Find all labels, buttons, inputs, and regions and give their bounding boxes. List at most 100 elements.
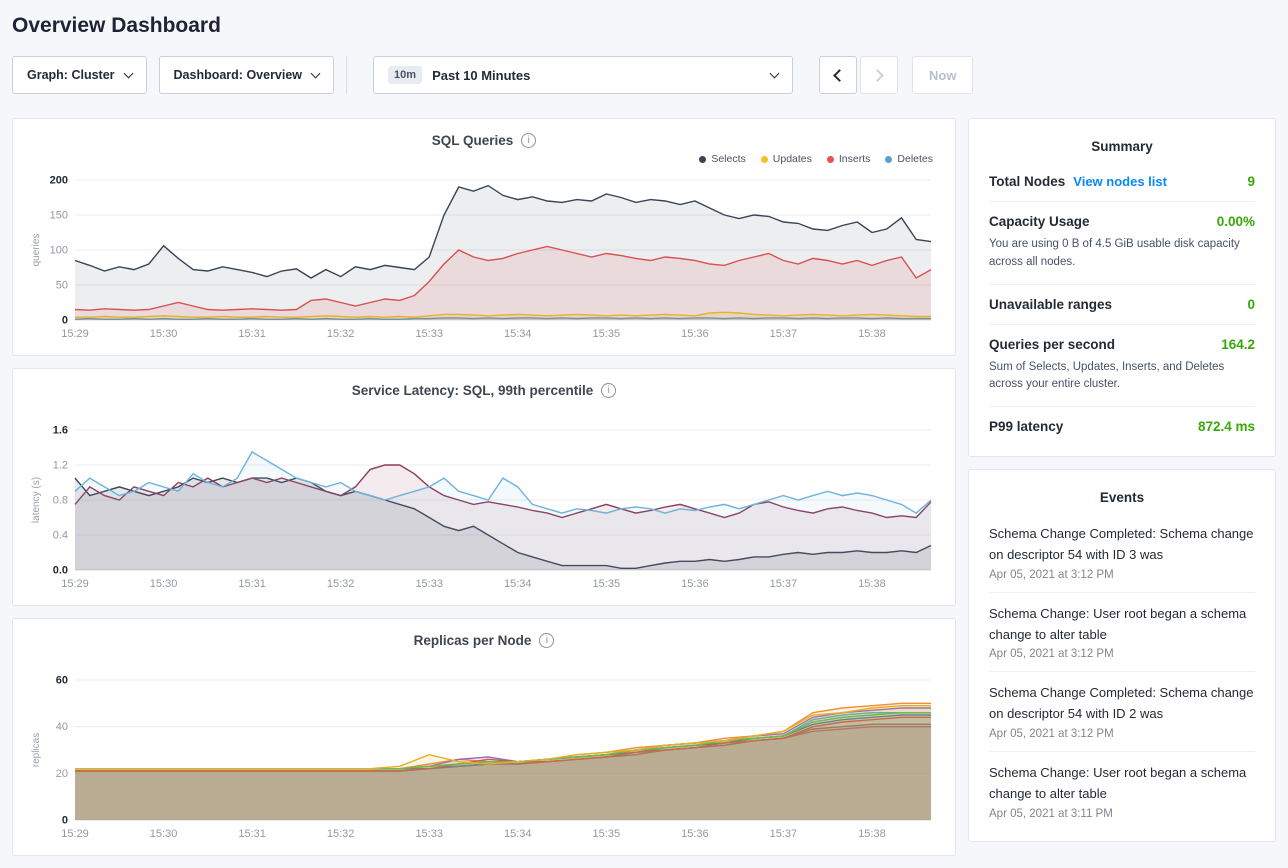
prev-range-button[interactable] (819, 56, 858, 94)
summary-title: Summary (1091, 139, 1153, 154)
legend-label: Deletes (897, 153, 933, 165)
svg-text:0: 0 (62, 815, 68, 827)
toolbar-divider (346, 56, 348, 94)
summary-desc: Sum of Selects, Updates, Inserts, and De… (989, 360, 1225, 391)
legend-item[interactable]: Updates (760, 153, 812, 165)
svg-text:150: 150 (50, 210, 68, 222)
summary-row: Unavailable ranges 0 (989, 285, 1255, 325)
summary-label: Queries per second (989, 336, 1116, 352)
chevron-right-icon (871, 68, 884, 82)
svg-text:queries: queries (31, 234, 42, 267)
svg-text:15:38: 15:38 (858, 328, 886, 340)
legend-item[interactable]: Inserts (826, 153, 871, 165)
svg-text:15:30: 15:30 (150, 828, 178, 840)
svg-text:15:31: 15:31 (238, 828, 266, 840)
events-title: Events (1099, 490, 1145, 506)
svg-text:15:37: 15:37 (770, 578, 798, 590)
svg-text:15:37: 15:37 (770, 328, 798, 340)
summary-label: Capacity Usage (989, 214, 1090, 229)
info-icon[interactable]: i (539, 633, 555, 648)
summary-value: 872.4 ms (1197, 419, 1255, 435)
svg-text:15:36: 15:36 (681, 328, 709, 340)
content: SQL Queries i Selects Updates Inserts Delet… (12, 118, 1276, 868)
event-item: Schema Change: User root began a schema … (989, 593, 1255, 673)
chevron-down-icon (769, 68, 780, 79)
events-card: Events Schema Change Completed: Schema c… (968, 469, 1276, 842)
info-icon[interactable]: i (601, 383, 617, 398)
next-range-button[interactable] (860, 56, 899, 94)
legend-item[interactable]: Selects (699, 153, 746, 165)
summary-value: 0 (1247, 296, 1255, 312)
summary-card: Summary Total Nodes View nodes list 9 Capac… (968, 118, 1276, 458)
svg-text:15:34: 15:34 (504, 328, 532, 340)
svg-text:15:33: 15:33 (415, 578, 443, 590)
summary-value: 9 (1247, 174, 1255, 189)
svg-text:15:32: 15:32 (327, 828, 355, 840)
chart-panel-replicas-per-node: Replicas per Node i 0 20 40 60 15:29 15:30 15:… (12, 618, 956, 856)
event-text: Schema Change Completed: Schema change o… (989, 685, 1254, 722)
summary-label: Unavailable ranges (989, 296, 1113, 312)
dashboard-dropdown-label: Dashboard: Overview (173, 68, 303, 82)
event-item: Schema Change: User root began a schema … (989, 752, 1255, 831)
legend-dot-icon (760, 155, 768, 163)
legend-dot-icon (699, 155, 707, 163)
now-button[interactable]: Now (912, 56, 974, 94)
graph-dropdown-label: Graph: Cluster (27, 68, 115, 82)
event-text: Schema Change Completed: Schema change o… (989, 526, 1254, 563)
page-title: Overview Dashboard (12, 14, 221, 37)
svg-text:15:34: 15:34 (504, 828, 532, 840)
svg-text:15:29: 15:29 (61, 328, 89, 340)
summary-value: 0.00% (1216, 214, 1255, 229)
chevron-down-icon (123, 68, 133, 79)
svg-text:15:29: 15:29 (61, 578, 89, 590)
svg-text:0.0: 0.0 (53, 565, 68, 577)
svg-text:1.2: 1.2 (53, 460, 68, 472)
chart-canvas: 0.0 0.4 0.8 1.2 1.6 15:29 15:30 15:31 15:32 15:33… (31, 425, 932, 590)
chart-legend (29, 650, 939, 668)
charts-column: SQL Queries i Selects Updates Inserts Delet… (12, 118, 956, 868)
graph-dropdown[interactable]: Graph: Cluster (12, 56, 147, 94)
svg-text:15:33: 15:33 (415, 828, 443, 840)
svg-text:15:35: 15:35 (593, 328, 621, 340)
chart-legend (29, 400, 939, 418)
chart-panel-sql-queries: SQL Queries i Selects Updates Inserts Delet… (12, 118, 956, 356)
events-list: Schema Change Completed: Schema change o… (989, 513, 1255, 830)
event-time: Apr 05, 2021 at 3:12 PM (989, 728, 1114, 741)
legend-label: Inserts (838, 153, 871, 165)
event-time: Apr 05, 2021 at 3:11 PM (989, 807, 1113, 820)
time-range-picker[interactable]: 10m Past 10 Minutes (373, 56, 794, 94)
legend-label: Selects (711, 153, 746, 165)
svg-text:60: 60 (56, 675, 68, 687)
info-icon[interactable]: i (521, 133, 537, 148)
chart-title: Replicas per Node (413, 633, 532, 648)
time-range-badge: 10m (388, 66, 423, 84)
event-time: Apr 05, 2021 at 3:12 PM (989, 568, 1114, 581)
chevron-left-icon (833, 68, 846, 82)
svg-text:15:36: 15:36 (681, 578, 709, 590)
summary-row: Queries per second 164.2 Sum of Selects, U… (989, 325, 1255, 408)
chart-canvas: 0 50 100 150 200 15:29 15:30 15:31 15:32 15:33 15:… (31, 175, 932, 340)
chevron-down-icon (310, 68, 321, 79)
svg-text:15:37: 15:37 (770, 828, 798, 840)
dashboard-dropdown[interactable]: Dashboard: Overview (158, 56, 335, 94)
chart-title: Service Latency: SQL, 99th percentile (351, 383, 594, 398)
svg-text:15:38: 15:38 (858, 828, 886, 840)
summary-row: Capacity Usage 0.00% You are using 0 B of … (989, 202, 1255, 285)
svg-text:0.8: 0.8 (53, 495, 68, 507)
legend-item[interactable]: Deletes (885, 153, 933, 165)
svg-text:15:35: 15:35 (593, 578, 621, 590)
legend-dot-icon (885, 155, 893, 163)
event-item: Schema Change Completed: Schema change o… (989, 672, 1255, 753)
chart-canvas: 0 20 40 60 15:29 15:30 15:31 15:32 15:33 15:34 15:… (31, 675, 931, 840)
event-text: Schema Change: User root began a schema … (989, 605, 1247, 642)
svg-text:20: 20 (56, 768, 68, 780)
event-time: Apr 05, 2021 at 3:12 PM (989, 648, 1114, 661)
view-nodes-link[interactable]: View nodes list (1073, 174, 1167, 189)
svg-text:latency (s): latency (s) (31, 477, 42, 523)
summary-value: 164.2 (1221, 336, 1255, 352)
svg-text:1.6: 1.6 (53, 425, 68, 437)
svg-text:15:32: 15:32 (327, 578, 355, 590)
legend-dot-icon (826, 155, 834, 163)
svg-text:15:30: 15:30 (150, 328, 178, 340)
